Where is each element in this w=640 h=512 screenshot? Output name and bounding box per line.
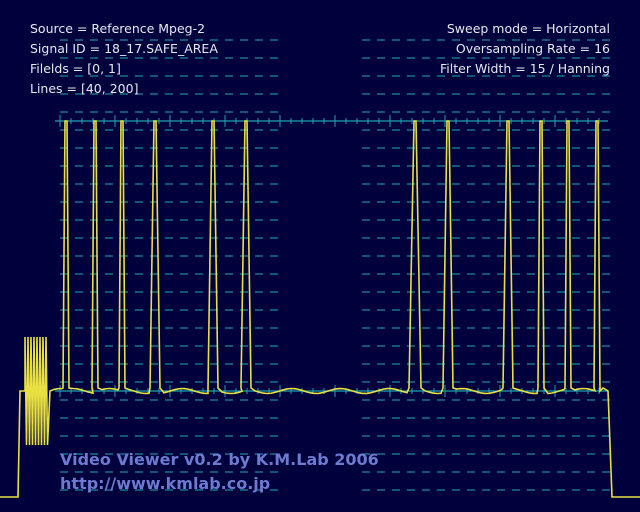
info-right: Sweep mode = Horizontal bbox=[447, 21, 610, 36]
info-left: Source = Reference Mpeg-2 bbox=[30, 21, 205, 36]
waveform bbox=[0, 120, 640, 498]
info-left: Signal ID = 18_17.SAFE_AREA bbox=[30, 41, 218, 56]
info-left: Filelds = [0, 1] bbox=[30, 61, 121, 76]
info-right: Oversampling Rate = 16 bbox=[456, 41, 610, 56]
info-left: Lines = [40, 200] bbox=[30, 81, 138, 96]
watermark-title: Video Viewer v0.2 by K.M.Lab 2006 bbox=[60, 450, 379, 469]
info-right: Filter Width = 15 / Hanning bbox=[440, 61, 610, 76]
watermark-url: http://www.kmlab.co.jp bbox=[60, 474, 270, 493]
